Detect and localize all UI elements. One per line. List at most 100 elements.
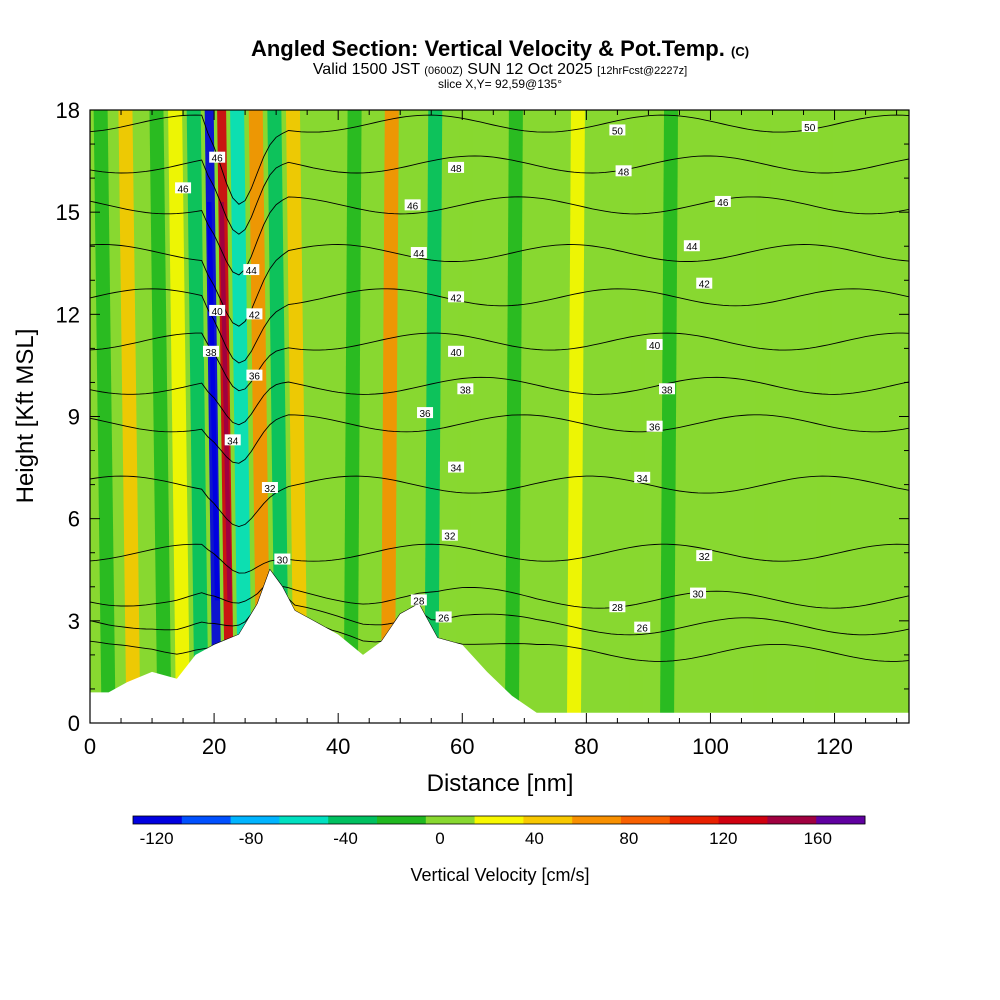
contour-label-box [714, 195, 731, 207]
velocity-band [267, 110, 290, 723]
contour-label-box [609, 601, 626, 613]
velocity-band [380, 110, 399, 723]
colorbar-segment [279, 816, 329, 824]
contour-label-text: 42 [699, 280, 711, 291]
contour-label-box [659, 383, 676, 395]
contour-label: 46 [209, 151, 226, 165]
theta-contour-40 [90, 332, 909, 392]
contour-label-box [410, 247, 427, 259]
contour-label-text: 28 [413, 596, 425, 607]
y-tick-label: 9 [68, 405, 80, 430]
y-tick-label: 12 [56, 302, 80, 327]
contour-label: 32 [441, 529, 458, 543]
colorbar-tick-label: -120 [140, 829, 174, 848]
contour-label-box [448, 345, 465, 357]
valid-prefix: Valid 1500 JST [312, 61, 420, 78]
contour-label-text: 30 [277, 556, 289, 567]
theta-contour-42 [90, 288, 909, 364]
contour-label-text: 34 [451, 464, 463, 475]
velocity-band [149, 110, 172, 723]
contour-label-text: 40 [212, 307, 224, 318]
theta-contour-44 [90, 244, 909, 327]
contour-label-box [202, 345, 219, 357]
contour-label: 44 [683, 240, 700, 253]
x-axis-label: Distance [nm] [427, 770, 574, 797]
contour-label-box [634, 471, 651, 483]
contour-label-text: 44 [246, 266, 258, 277]
colorbar-tick-label: -80 [239, 829, 264, 848]
contour-label-box [435, 611, 452, 623]
contour-label-text: 30 [692, 590, 704, 601]
x-axis: 0 20 40 60 80 100 120 [84, 110, 898, 759]
velocity-band [424, 110, 443, 723]
contour-label: 48 [615, 165, 632, 178]
contour-label-box [448, 161, 465, 173]
contour-label-box [224, 434, 241, 446]
x-tick-label: 120 [816, 734, 853, 759]
contour-label-box [417, 407, 434, 419]
theta-contour-50 [90, 114, 909, 205]
contour-label-text: 34 [637, 474, 649, 485]
velocity-band [230, 110, 253, 723]
velocity-band [168, 110, 191, 723]
colorbar-frame [132, 815, 866, 825]
colorbar-tick-label: 80 [619, 829, 638, 848]
velocity-band [660, 110, 679, 723]
colorbar-segment [133, 816, 183, 824]
colorbar-segment [474, 816, 524, 824]
contour-label: 40 [646, 338, 663, 352]
contour-label-box [261, 482, 278, 494]
chart-title: Angled Section: Vertical Velocity & Pot.… [0, 36, 1000, 62]
contour-label-text: 50 [612, 126, 624, 137]
contour-label-text: 42 [451, 293, 463, 304]
contour-label-box [646, 420, 663, 432]
colorbar-tick-label: 120 [709, 829, 737, 848]
contour-label-box [690, 587, 707, 599]
velocity-band [93, 110, 116, 723]
contour-label: 44 [243, 264, 260, 277]
contour-label-box [696, 277, 713, 289]
contour-label-box [410, 594, 427, 606]
velocity-band [186, 110, 209, 723]
y-tick-label: 0 [68, 711, 80, 736]
theta-contour-26 [90, 568, 909, 662]
velocity-band [629, 110, 647, 723]
forecast-info: [12hrFcst@2227z] [597, 65, 688, 77]
contour-label-text: 32 [264, 484, 276, 495]
contour-label-text: 48 [618, 167, 630, 178]
contour-label-text: 26 [637, 624, 649, 635]
theta-contour-36 [90, 414, 909, 464]
contour-label-text: 32 [699, 552, 711, 563]
y-tick-label: 15 [56, 200, 80, 225]
colorbar-segment [767, 816, 817, 824]
contour-label: 32 [696, 550, 713, 563]
theta-contour-32 [90, 543, 909, 574]
contour-label-box [209, 151, 226, 163]
contour-label-text: 50 [804, 123, 816, 134]
theta-contour-48 [90, 155, 909, 235]
contour-label-box [441, 529, 458, 541]
contour-label: 28 [410, 594, 427, 607]
contour-label: 32 [261, 482, 278, 495]
contour-label-text: 32 [444, 532, 456, 543]
colorbar-segment [572, 816, 622, 824]
colorbar-segment [377, 816, 427, 824]
theta-contour-34 [90, 475, 909, 527]
contour-label: 26 [634, 621, 651, 635]
contour-label: 36 [417, 407, 434, 420]
colorbar-segment [181, 816, 232, 824]
contour-label-text: 36 [649, 423, 661, 434]
contour-label: 34 [448, 461, 465, 475]
contour-labels: 50 50 48 48 46 46 46 46 44 44 44 42 42 42 40 40 40 38 38 38… [175, 121, 818, 635]
contour-label: 38 [457, 383, 474, 396]
velocity-band [566, 110, 585, 723]
contour-label-text: 48 [451, 164, 463, 175]
contour-label: 42 [448, 291, 465, 304]
contour-label: 36 [246, 369, 263, 383]
contour-label-text: 46 [407, 201, 419, 212]
velocity-band [753, 110, 772, 723]
colorbar: -120 -80 -40 0 40 80 120 160 [132, 815, 866, 848]
contour-label-box [615, 165, 632, 177]
